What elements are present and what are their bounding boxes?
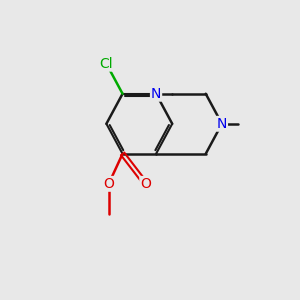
- Text: O: O: [103, 177, 114, 191]
- Text: Cl: Cl: [100, 57, 113, 71]
- Text: N: N: [151, 87, 161, 101]
- Text: N: N: [217, 117, 227, 131]
- Text: O: O: [140, 177, 151, 191]
